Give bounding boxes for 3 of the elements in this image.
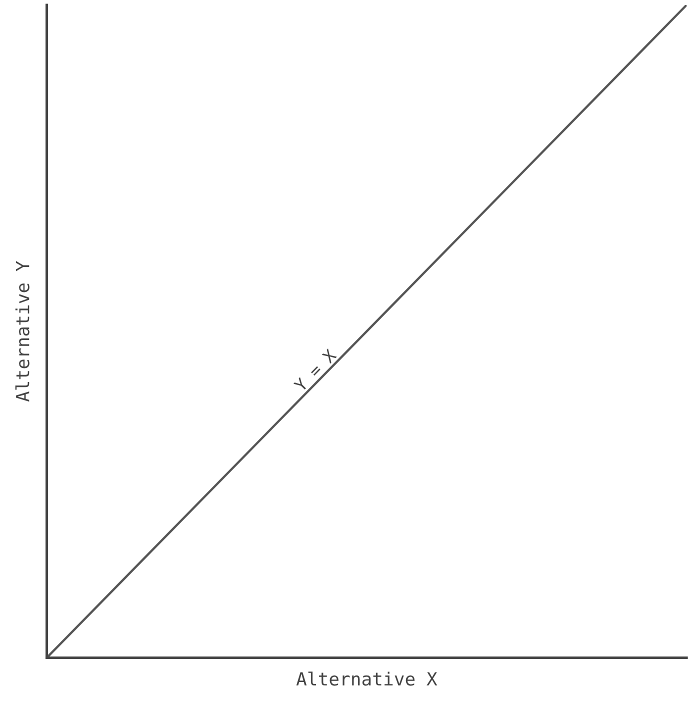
x-axis-title: Alternative X	[296, 672, 438, 686]
annotation: Y = X	[293, 348, 337, 392]
y-axis-title: Alternative Y	[15, 261, 30, 402]
